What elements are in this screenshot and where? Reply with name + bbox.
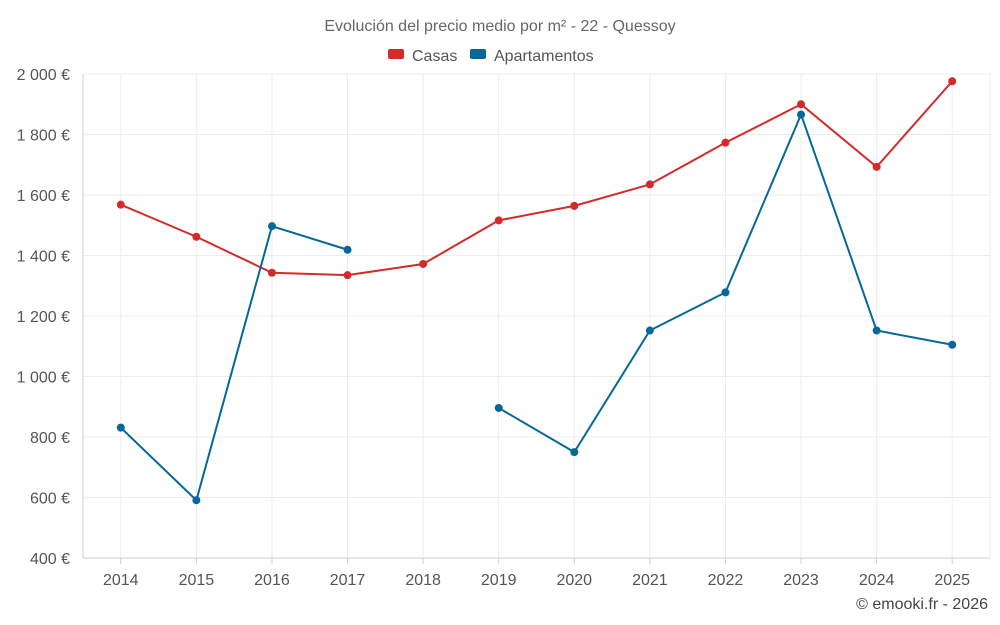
legend-label-apartamentos: Apartamentos: [494, 48, 594, 65]
data-point-apartamentos[interactable]: [797, 110, 806, 119]
x-tick-label: 2025: [934, 572, 970, 589]
data-point-casas[interactable]: [797, 100, 806, 109]
axes: [82, 74, 991, 564]
x-tick-label: 2024: [859, 572, 895, 589]
data-point-casas[interactable]: [872, 162, 881, 171]
y-tick-label: 2 000 €: [17, 67, 70, 84]
chart-title: Evolución del precio medio por m² - 22 -…: [324, 18, 675, 35]
data-point-casas[interactable]: [343, 271, 352, 280]
data-point-apartamentos[interactable]: [645, 326, 654, 335]
legend-swatch-casas: [388, 49, 404, 59]
series-casas: [116, 77, 957, 280]
y-tick-label: 600 €: [30, 491, 70, 508]
y-tick-label: 400 €: [30, 551, 70, 568]
data-point-apartamentos[interactable]: [343, 245, 352, 254]
series: [116, 77, 957, 505]
data-point-casas[interactable]: [645, 180, 654, 189]
x-tick-label: 2017: [330, 572, 366, 589]
y-tick-label: 800 €: [30, 430, 70, 447]
y-axis-ticks: 400 € 600 € 800 € 1 000 € 1 200 € 1 400 € 1 60…: [17, 67, 70, 568]
data-point-casas[interactable]: [721, 138, 730, 147]
data-point-casas[interactable]: [192, 232, 201, 241]
y-tick-label: 1 200 €: [17, 309, 70, 326]
x-tick-label: 2018: [405, 572, 441, 589]
x-tick-label: 2021: [632, 572, 668, 589]
x-tick-label: 2015: [179, 572, 215, 589]
data-point-casas[interactable]: [948, 77, 957, 86]
legend-swatch-apartamentos: [470, 49, 486, 59]
data-point-casas[interactable]: [494, 216, 503, 225]
x-tick-label: 2019: [481, 572, 517, 589]
y-tick-label: 1 800 €: [17, 128, 70, 145]
data-point-apartamentos[interactable]: [721, 288, 730, 297]
legend-item-apartamentos[interactable]: Apartamentos: [470, 48, 594, 65]
y-tick-label: 1 400 €: [17, 249, 70, 266]
data-point-casas[interactable]: [116, 200, 125, 209]
series-apartamentos: [116, 110, 957, 505]
data-point-casas[interactable]: [570, 201, 579, 210]
data-point-casas[interactable]: [419, 259, 428, 268]
data-point-apartamentos[interactable]: [494, 403, 503, 412]
x-tick-label: 2016: [254, 572, 290, 589]
legend: Casas Apartamentos: [388, 48, 594, 65]
data-point-apartamentos[interactable]: [948, 340, 957, 349]
grid: [83, 73, 990, 559]
series-line-apartamentos: [120, 225, 348, 502]
x-tick-label: 2023: [783, 572, 819, 589]
credit-text: © emooki.fr - 2026: [856, 596, 988, 613]
data-point-apartamentos[interactable]: [192, 496, 201, 505]
data-point-apartamentos[interactable]: [267, 222, 276, 231]
x-tick-label: 2022: [708, 572, 744, 589]
y-tick-label: 1 600 €: [17, 188, 70, 205]
data-point-apartamentos[interactable]: [872, 326, 881, 335]
x-tick-label: 2014: [103, 572, 139, 589]
y-tick-label: 1 000 €: [17, 370, 70, 387]
x-tick-label: 2020: [556, 572, 592, 589]
data-point-apartamentos[interactable]: [116, 423, 125, 432]
legend-label-casas: Casas: [412, 48, 457, 65]
data-point-apartamentos[interactable]: [570, 448, 579, 457]
series-line-casas: [120, 80, 953, 277]
legend-item-casas[interactable]: Casas: [388, 48, 457, 65]
data-point-casas[interactable]: [267, 268, 276, 277]
x-axis-ticks: 2014 2015 2016 2017 2018 2019 2020 2021 2022 2023…: [103, 572, 970, 589]
